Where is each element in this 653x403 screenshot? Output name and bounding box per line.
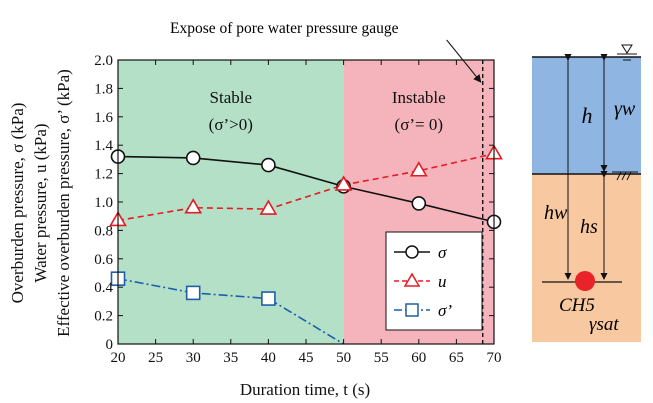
y-tick-label: 0.8 bbox=[94, 223, 113, 239]
y-axis-ticks: 0 0.2 0.4 0.6 0.8 1.0 1.2 1.4 1.6 1.8 2.0 bbox=[94, 53, 494, 353]
y-axis-label-1: Overburden pressure, σ (kPa) bbox=[8, 103, 27, 304]
chart-legend: σ u σ’ bbox=[385, 231, 483, 331]
x-tick-label: 60 bbox=[411, 350, 426, 366]
x-tick-label: 20 bbox=[111, 350, 126, 366]
gauge-exposure-annotation: Expose of pore water pressure gauge bbox=[170, 20, 399, 37]
series-line-0 bbox=[117, 155, 495, 223]
label-gamma-sat: γsat bbox=[589, 314, 619, 335]
chart-series bbox=[109, 144, 503, 345]
legend-label-sigma-prime: σ’ bbox=[438, 301, 452, 320]
series-line-1 bbox=[117, 152, 495, 222]
y-tick-label: 1.2 bbox=[94, 167, 113, 183]
y-tick-label: 0 bbox=[106, 337, 114, 353]
region-0 bbox=[118, 60, 344, 344]
point-u bbox=[409, 161, 428, 177]
x-tick-label: 35 bbox=[223, 350, 238, 366]
point-u bbox=[334, 175, 353, 191]
y-axis-label-2: Water pressure, u (kPa) bbox=[31, 123, 50, 282]
x-axis-label: Duration time, t (s) bbox=[240, 380, 370, 399]
water-layer bbox=[532, 57, 641, 174]
stable-region-condition: (σ’>0) bbox=[209, 115, 253, 134]
x-tick-label: 25 bbox=[148, 350, 163, 366]
y-tick-label: 1.8 bbox=[94, 81, 113, 97]
y-tick-label: 1.6 bbox=[94, 110, 113, 126]
legend-label-sigma: σ bbox=[438, 243, 447, 262]
y-tick-label: 0.2 bbox=[94, 309, 113, 325]
x-tick-label: 50 bbox=[336, 350, 351, 366]
soil-layer bbox=[532, 174, 641, 342]
point-sigma bbox=[185, 150, 201, 166]
label-ch5: CH5 bbox=[559, 295, 595, 316]
instable-region-condition: (σ’= 0) bbox=[395, 115, 444, 134]
point-u bbox=[184, 198, 203, 214]
series-line-2 bbox=[117, 277, 345, 345]
y-tick-label: 1.4 bbox=[94, 138, 113, 154]
y-tick-label: 2.0 bbox=[94, 53, 113, 69]
legend-marker-u bbox=[403, 272, 421, 287]
x-tick-label: 30 bbox=[186, 350, 201, 366]
point-sigma bbox=[411, 196, 427, 211]
point-sigma-prime bbox=[185, 285, 201, 301]
chart: 20 25 30 35 40 45 50 55 60 65 70 0 0.2 0.4 0.6 0.8 1.0 1… bbox=[8, 20, 503, 399]
water-surface-symbol bbox=[617, 44, 637, 61]
label-h: h bbox=[582, 103, 593, 128]
y-axis-label-3: Effective overburden pressure, σ’ (kPa) bbox=[54, 69, 73, 337]
annotation-arrow bbox=[446, 39, 482, 83]
soil-surface-hatch bbox=[612, 171, 638, 181]
soil-profile-diagram: h γw hw hs CH5 γsat bbox=[532, 44, 641, 342]
ch5-sensor bbox=[575, 271, 595, 291]
point-u bbox=[259, 199, 278, 215]
label-hw: hw bbox=[544, 202, 568, 224]
y-tick-label: 0.4 bbox=[94, 280, 113, 296]
x-axis-ticks: 20 25 30 35 40 45 50 55 60 65 70 bbox=[111, 60, 502, 366]
label-gamma-w: γw bbox=[614, 98, 636, 120]
point-sigma-prime bbox=[261, 291, 276, 306]
point-sigma bbox=[261, 157, 276, 173]
x-tick-label: 70 bbox=[487, 350, 502, 366]
instable-region-label: Instable bbox=[392, 88, 446, 107]
legend-marker-sigma bbox=[405, 245, 419, 259]
x-tick-label: 65 bbox=[449, 350, 464, 366]
legend-label-u: u bbox=[438, 272, 447, 291]
x-tick-label: 55 bbox=[374, 350, 389, 366]
y-tick-label: 0.6 bbox=[94, 252, 113, 268]
label-hs: hs bbox=[580, 216, 598, 238]
stable-region-label: Stable bbox=[210, 88, 253, 107]
x-tick-label: 40 bbox=[261, 350, 276, 366]
x-tick-label: 45 bbox=[299, 350, 314, 366]
legend-marker-sigma-prime bbox=[405, 303, 419, 317]
y-tick-label: 1.0 bbox=[94, 195, 113, 211]
